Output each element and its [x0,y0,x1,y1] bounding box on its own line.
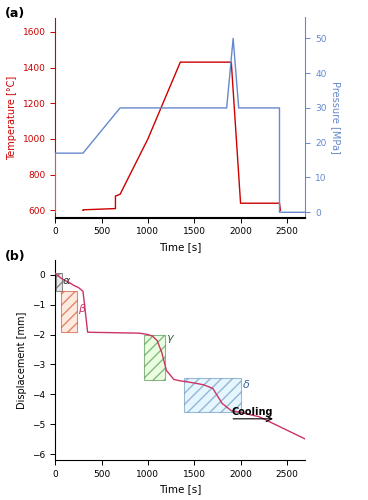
Text: $\beta$: $\beta$ [78,302,87,316]
Y-axis label: Displacement [mm]: Displacement [mm] [17,312,26,408]
Y-axis label: Pressure [MPa]: Pressure [MPa] [330,81,340,154]
X-axis label: Time [s]: Time [s] [159,242,202,252]
Bar [184,378,241,412]
Bar [144,334,166,380]
X-axis label: Time [s]: Time [s] [159,484,202,494]
Y-axis label: Temperature [°C]: Temperature [°C] [7,76,17,160]
Text: $\alpha$: $\alpha$ [62,276,71,286]
Text: Cooling: Cooling [231,406,273,416]
Text: (a): (a) [5,8,25,20]
Text: $\gamma$: $\gamma$ [166,333,176,345]
Bar [56,274,62,291]
Bar [61,292,77,332]
Text: $\delta$: $\delta$ [243,378,251,390]
Text: (b): (b) [5,250,26,263]
